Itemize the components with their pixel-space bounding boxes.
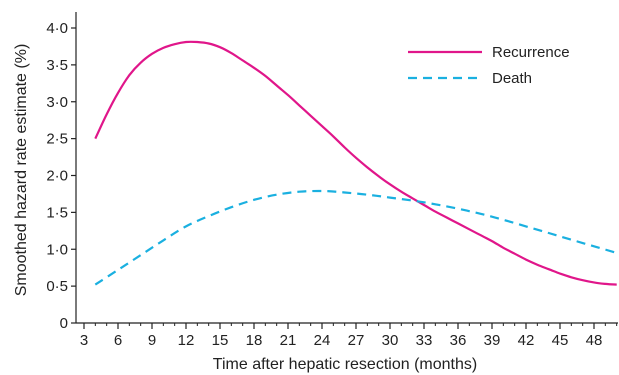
series-line-death [94, 189, 618, 286]
x-axis: 3691215182124273033363942454851 [76, 322, 618, 349]
x-tick-label: 9 [148, 332, 156, 349]
y-axis-title: Smoothed hazard rate estimate (%) [13, 44, 30, 297]
x-tick-label: 21 [280, 332, 297, 349]
legend-label-death: Death [492, 70, 532, 87]
y-tick-label: 2·0 [46, 168, 68, 185]
y-tick-label: 0·5 [46, 278, 68, 295]
x-tick-label: 12 [178, 332, 195, 349]
y-axis: 0 0·5 1·0 1·5 2·0 2·5 3·0 3·5 4·0 [46, 12, 77, 332]
x-tick-label: 48 [586, 332, 603, 349]
y-tick-label: 3·5 [46, 57, 68, 74]
y-tick-label: 4·0 [46, 20, 68, 37]
legend: Recurrence Death [408, 44, 570, 87]
x-axis-title: Time after hepatic resection (months) [213, 356, 477, 373]
x-tick-label: 27 [348, 332, 365, 349]
x-tick-label: 36 [450, 332, 467, 349]
x-tick-label: 6 [114, 332, 122, 349]
series-line-recurrence [94, 40, 617, 286]
y-tick-label: 2·5 [46, 131, 68, 148]
x-tick-label: 15 [212, 332, 229, 349]
series-layer [94, 40, 618, 286]
x-tick-label: 42 [518, 332, 535, 349]
y-tick-label: 3·0 [46, 94, 68, 111]
legend-label-recurrence: Recurrence [492, 44, 570, 61]
x-tick-label: 3 [80, 332, 88, 349]
x-tick-label: 30 [382, 332, 399, 349]
x-tick-label: 24 [314, 332, 331, 349]
x-tick-label: 33 [416, 332, 433, 349]
y-tick-label: 1·5 [46, 204, 68, 221]
x-tick-label: 39 [484, 332, 501, 349]
x-tick-label: 18 [246, 332, 263, 349]
x-tick-label: 45 [552, 332, 569, 349]
y-tick-label: 1·0 [46, 241, 68, 258]
y-tick-label: 0 [60, 315, 68, 332]
